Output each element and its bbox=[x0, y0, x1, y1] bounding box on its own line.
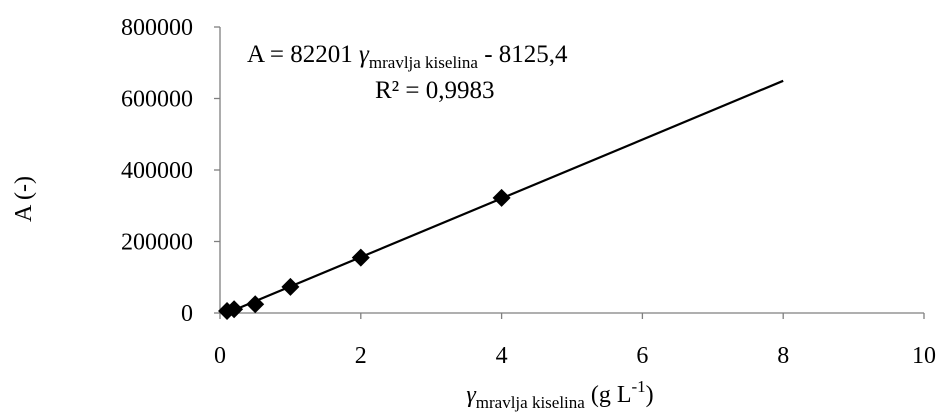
x-tick-label: 4 bbox=[496, 343, 508, 369]
y-tick-label: 0 bbox=[181, 301, 193, 327]
x-axis-unit-close: ) bbox=[646, 382, 654, 408]
equation-subscript: mravlja kiselina bbox=[369, 53, 479, 72]
x-tick-labels: 0 2 4 6 8 10 bbox=[214, 343, 936, 369]
x-axis-symbol: γ bbox=[466, 382, 476, 408]
x-tick-label: 8 bbox=[777, 343, 789, 369]
axes bbox=[214, 26, 925, 319]
data-point bbox=[351, 248, 370, 267]
y-tick-label: 800000 bbox=[121, 15, 193, 41]
x-tick-label: 0 bbox=[214, 343, 226, 369]
x-tick-label: 2 bbox=[355, 343, 367, 369]
x-axis-unit: (g L bbox=[585, 382, 632, 408]
x-axis-unit-exponent: -1 bbox=[632, 377, 646, 396]
equation-prefix: A = 82201 bbox=[247, 41, 359, 68]
y-tick-label: 400000 bbox=[121, 158, 193, 184]
r-squared-label: R² = 0,9983 bbox=[375, 77, 495, 104]
data-point bbox=[246, 295, 265, 314]
data-points bbox=[218, 188, 511, 321]
equation-suffix: - 8125,4 bbox=[478, 41, 568, 68]
data-point bbox=[492, 188, 511, 207]
y-tick-label: 600000 bbox=[121, 87, 193, 113]
data-point bbox=[281, 277, 300, 296]
equation-symbol: γ bbox=[359, 41, 370, 68]
trendline-equation: A = 82201 γmravlja kiselina - 8125,4 bbox=[247, 41, 568, 72]
y-axis-title: A (-) bbox=[11, 176, 37, 222]
data-point bbox=[225, 300, 244, 319]
x-tick-label: 10 bbox=[912, 343, 936, 369]
x-tick-label: 6 bbox=[636, 343, 648, 369]
x-axis-title: γmravlja kiselina (g L-1) bbox=[466, 377, 653, 412]
y-tick-label: 200000 bbox=[121, 230, 193, 256]
x-axis-subscript: mravlja kiselina bbox=[476, 393, 586, 412]
y-tick-labels: 0 200000 400000 600000 800000 bbox=[121, 15, 193, 327]
